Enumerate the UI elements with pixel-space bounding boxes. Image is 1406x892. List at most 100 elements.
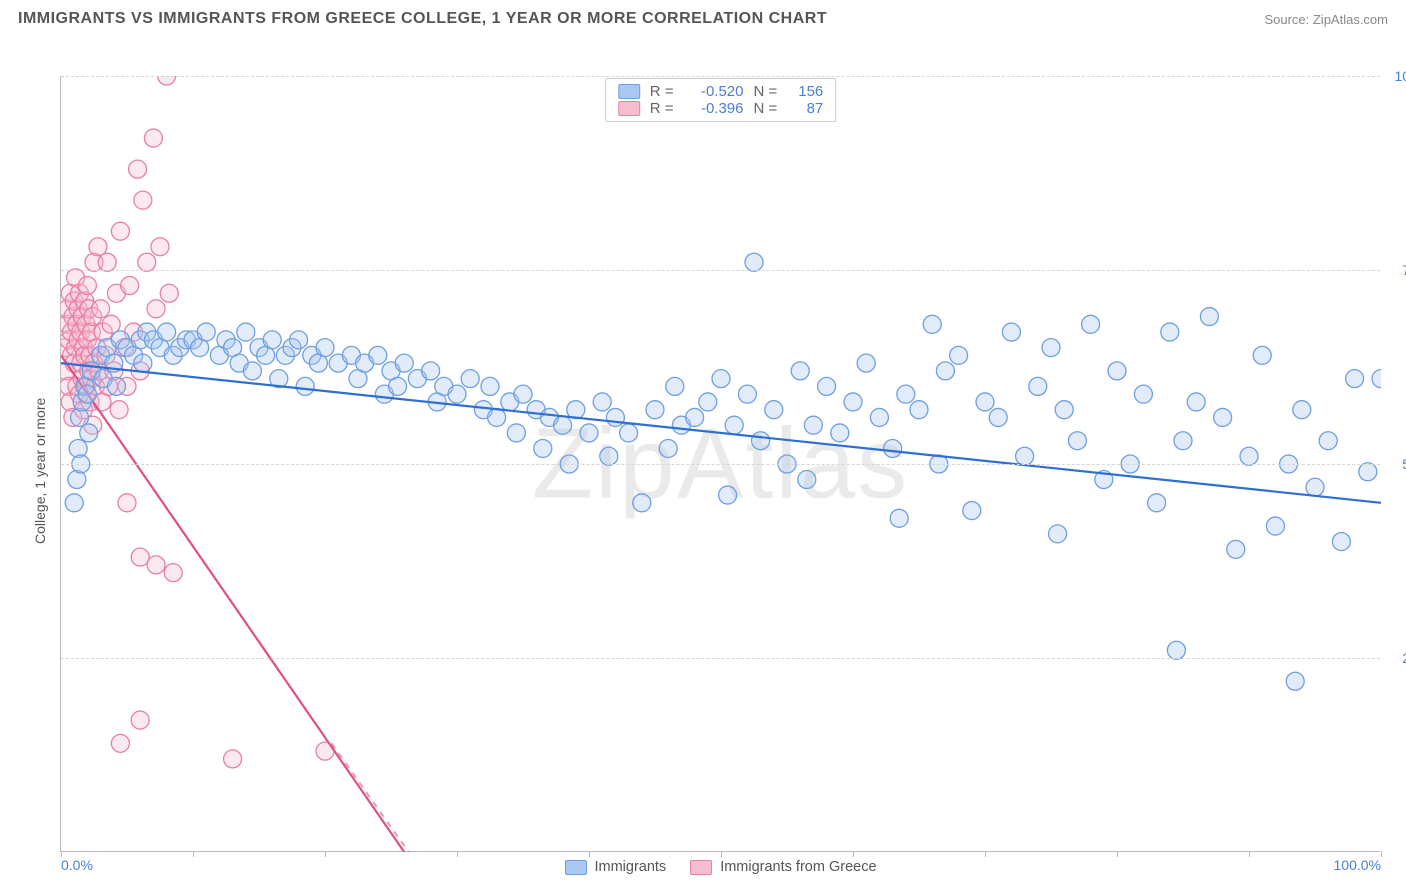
- scatter-point: [160, 284, 178, 302]
- y-tick-label: 25.0%: [1386, 650, 1406, 666]
- stat-r-value-2: -0.396: [684, 100, 744, 117]
- scatter-point: [147, 300, 165, 318]
- scatter-point: [197, 323, 215, 341]
- scatter-point: [111, 734, 129, 752]
- scatter-point: [1200, 308, 1218, 326]
- scatter-point: [752, 432, 770, 450]
- y-tick-label: 50.0%: [1386, 456, 1406, 472]
- scatter-point: [1332, 533, 1350, 551]
- scatter-point: [1108, 362, 1126, 380]
- scatter-point: [580, 424, 598, 442]
- scatter-point: [884, 439, 902, 457]
- scatter-point: [243, 362, 261, 380]
- scatter-point: [1042, 339, 1060, 357]
- scatter-point: [144, 129, 162, 147]
- scatter-point: [1134, 385, 1152, 403]
- trend-line-extrapolated: [332, 743, 431, 852]
- scatter-point: [1227, 540, 1245, 558]
- scatter-point: [818, 377, 836, 395]
- scatter-point: [422, 362, 440, 380]
- scatter-point: [98, 253, 116, 271]
- x-tick-mark: [853, 851, 854, 857]
- scatter-point: [976, 393, 994, 411]
- scatter-point: [804, 416, 822, 434]
- scatter-point: [725, 416, 743, 434]
- legend-label: Immigrants: [594, 859, 666, 875]
- scatter-point: [237, 323, 255, 341]
- scatter-point: [1055, 401, 1073, 419]
- stat-n-label-1: N =: [754, 83, 778, 100]
- scatter-point: [488, 408, 506, 426]
- x-tick-mark: [457, 851, 458, 857]
- scatter-point: [92, 300, 110, 318]
- scatter-point: [78, 385, 96, 403]
- legend-label: Immigrants from Greece: [720, 859, 876, 875]
- scatter-point: [131, 711, 149, 729]
- scatter-point: [963, 502, 981, 520]
- scatter-point: [134, 191, 152, 209]
- scatter-point: [290, 331, 308, 349]
- scatter-point: [765, 401, 783, 419]
- chart-title: IMMIGRANTS VS IMMIGRANTS FROM GREECE COL…: [18, 10, 827, 28]
- scatter-point: [1187, 393, 1205, 411]
- legend-stats: R = -0.520 N = 156 R = -0.396 N = 87: [605, 78, 837, 122]
- scatter-point: [147, 556, 165, 574]
- scatter-point: [857, 354, 875, 372]
- scatter-point: [369, 346, 387, 364]
- stat-r-label-2: R =: [650, 100, 674, 117]
- scatter-point: [798, 471, 816, 489]
- scatter-point: [316, 339, 334, 357]
- scatter-point: [593, 393, 611, 411]
- legend-stats-row-1: R = -0.520 N = 156: [618, 83, 824, 100]
- scatter-point: [1016, 447, 1034, 465]
- scatter-point: [110, 401, 128, 419]
- scatter-point: [890, 509, 908, 527]
- scatter-point: [870, 408, 888, 426]
- scatter-point: [507, 424, 525, 442]
- scatter-point: [666, 377, 684, 395]
- scatter-point: [950, 346, 968, 364]
- scatter-point: [1002, 323, 1020, 341]
- scatter-point: [686, 408, 704, 426]
- scatter-point: [395, 354, 413, 372]
- scatter-point: [936, 362, 954, 380]
- scatter-point: [844, 393, 862, 411]
- source-link[interactable]: ZipAtlas.com: [1313, 12, 1388, 27]
- scatter-point: [989, 408, 1007, 426]
- y-axis-label: College, 1 year or more: [32, 398, 48, 544]
- scatter-point: [158, 76, 176, 85]
- scatter-point: [1372, 370, 1381, 388]
- scatter-point: [1161, 323, 1179, 341]
- scatter-point: [738, 385, 756, 403]
- trend-line: [61, 355, 404, 852]
- scatter-point: [107, 377, 125, 395]
- scatter-point: [1068, 432, 1086, 450]
- scatter-point: [923, 315, 941, 333]
- scatter-point: [897, 385, 915, 403]
- scatter-point: [118, 494, 136, 512]
- legend-item: Immigrants: [564, 859, 666, 875]
- plot-area: ZipAtlas R = -0.520 N = 156 R = -0.396 N…: [60, 76, 1380, 852]
- x-tick-mark: [1381, 851, 1382, 857]
- scatter-point: [633, 494, 651, 512]
- legend-swatch: [564, 860, 586, 875]
- scatter-point: [791, 362, 809, 380]
- scatter-point: [712, 370, 730, 388]
- scatter-point: [448, 385, 466, 403]
- stat-n-value-1: 156: [787, 83, 823, 100]
- x-tick-mark: [1249, 851, 1250, 857]
- source-attribution: Source: ZipAtlas.com: [1264, 12, 1388, 27]
- scatter-point: [1266, 517, 1284, 535]
- scatter-point: [606, 408, 624, 426]
- scatter-point: [646, 401, 664, 419]
- scatter-point: [1359, 463, 1377, 481]
- gridline: [61, 76, 1380, 77]
- scatter-point: [1214, 408, 1232, 426]
- x-tick-label: 0.0%: [61, 857, 93, 873]
- legend-item: Immigrants from Greece: [690, 859, 876, 875]
- source-prefix: Source:: [1264, 12, 1312, 27]
- scatter-point: [111, 222, 129, 240]
- scatter-point: [1174, 432, 1192, 450]
- scatter-point: [1293, 401, 1311, 419]
- scatter-point: [745, 253, 763, 271]
